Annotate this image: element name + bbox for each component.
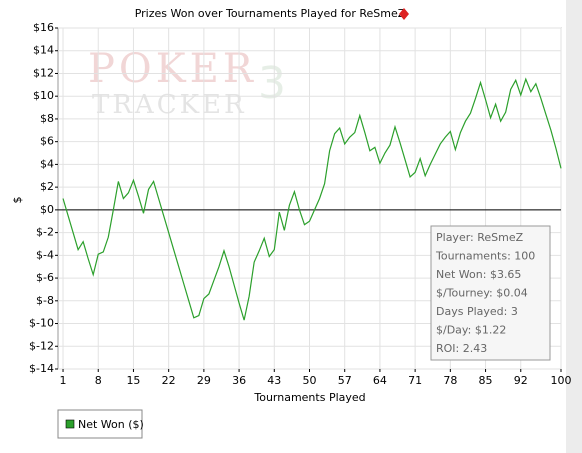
y-tick-label: $-14: [29, 362, 54, 375]
x-tick-label: 50: [303, 374, 317, 387]
x-axis-label: Tournaments Played: [253, 391, 365, 404]
stats-line: ROI: 2.43: [436, 342, 487, 355]
y-tick-label: $-2: [36, 226, 54, 239]
y-tick-label: $-6: [36, 271, 54, 284]
stats-line: $/Day: $1.22: [436, 324, 506, 337]
y-tick-label: $6: [40, 135, 54, 148]
y-tick-label: $8: [40, 112, 54, 125]
y-tick-label: $16: [33, 21, 54, 34]
y-tick-label: $10: [33, 89, 54, 102]
legend-label: Net Won ($): [78, 418, 144, 431]
y-tick-label: $-8: [36, 294, 54, 307]
y-tick-label: $2: [40, 180, 54, 193]
x-tick-label: 85: [479, 374, 493, 387]
x-tick-label: 1: [60, 374, 67, 387]
x-tick-label: 43: [267, 374, 281, 387]
spade-icon: [399, 8, 409, 20]
x-tick-label: 71: [408, 374, 422, 387]
y-tick-label: $14: [33, 44, 54, 57]
x-tick-label: 57: [338, 374, 352, 387]
series-line: [62, 77, 562, 321]
watermark: 3: [258, 58, 286, 109]
x-tick-label: 8: [95, 374, 102, 387]
y-tick-label: $-10: [29, 317, 54, 330]
stats-line: Player: ReSmeZ: [436, 231, 524, 244]
y-tick-label: $0: [40, 203, 54, 216]
stats-line: $/Tourney: $0.04: [436, 287, 528, 300]
stats-line: Days Played: 3: [436, 305, 518, 318]
chart-title: Prizes Won over Tournaments Played for R…: [135, 7, 406, 20]
y-tick-label: $12: [33, 66, 54, 79]
watermark: TRACKER: [92, 90, 247, 120]
x-tick-label: 29: [197, 374, 211, 387]
watermark: POKER: [88, 46, 257, 92]
y-axis-label: $: [11, 197, 24, 204]
x-tick-label: 15: [126, 374, 140, 387]
stats-line: Net Won: $3.65: [436, 268, 521, 281]
stats-box: [430, 225, 551, 361]
stats-line: Tournaments: 100: [435, 250, 535, 263]
x-tick-label: 92: [514, 374, 528, 387]
x-tick-label: 78: [443, 374, 457, 387]
scrollbar: [566, 0, 582, 453]
y-tick-label: $-4: [36, 248, 54, 261]
y-tick-label: $4: [40, 157, 54, 170]
x-tick-label: 22: [162, 374, 176, 387]
legend-swatch: [65, 419, 75, 429]
x-tick-label: 36: [232, 374, 246, 387]
x-tick-label: 64: [373, 374, 387, 387]
x-tick-label: 100: [551, 374, 572, 387]
y-tick-label: $-12: [29, 339, 54, 352]
